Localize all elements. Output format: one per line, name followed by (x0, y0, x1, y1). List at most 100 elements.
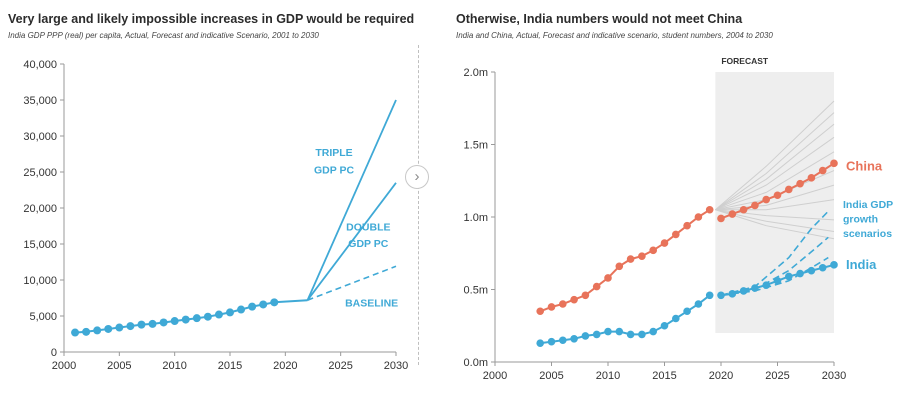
scenario-annotation: TRIPLE (315, 147, 352, 159)
india-point (615, 327, 624, 336)
china-point (638, 252, 646, 260)
china-point (751, 201, 759, 210)
india-point (604, 327, 612, 336)
china-scenario-line (715, 199, 835, 211)
india-point (796, 269, 804, 278)
china-point (626, 255, 635, 263)
china-scenario-line (715, 151, 835, 211)
china-point (796, 179, 804, 188)
left-chart-panel: 0 5,000 10,000 15,000 20,000 25,000 30,000 35,0… (0, 0, 418, 400)
y-tick-label: 1.0m (464, 212, 488, 224)
double-gdp-line (306, 182, 397, 301)
china-scenario-line (715, 136, 835, 211)
y-tick-label: 0.5m (464, 285, 488, 297)
india-series-label: India (846, 257, 877, 272)
x-tick-label: 2030 (384, 360, 408, 372)
india-point (705, 291, 714, 300)
actual-gdp-point (137, 320, 146, 329)
china-point (615, 262, 624, 271)
y-tick-label: 15,000 (23, 239, 57, 251)
india-point (807, 266, 816, 275)
india-point (694, 300, 703, 308)
india-point (626, 330, 635, 339)
actual-gdp-point (259, 300, 268, 309)
china-point (717, 214, 725, 223)
china-point (785, 185, 793, 194)
india-point (818, 263, 827, 272)
china-scenario-line (715, 184, 835, 211)
china-series-label: China (846, 158, 883, 173)
x-tick-label: 2015 (652, 370, 676, 382)
x-tick-label: 2005 (539, 370, 563, 382)
y-tick-label: 0.0m (464, 357, 488, 369)
y-tick-label: 35,000 (23, 95, 57, 107)
x-tick-label: 2030 (822, 370, 846, 382)
india-scenario-label: India GDP (843, 199, 893, 211)
y-tick-label: 25,000 (23, 167, 57, 179)
actual-gdp-point (104, 324, 113, 333)
china-point (672, 230, 680, 239)
x-tick-label: 2020 (273, 360, 297, 372)
y-tick-label: 30,000 (23, 131, 57, 143)
actual-gdp-point (126, 322, 135, 331)
actual-gdp-point (226, 308, 234, 317)
x-tick-label: 2025 (765, 370, 789, 382)
china-point (807, 174, 816, 182)
scenario-annotation: GDP PC (314, 164, 354, 176)
india-scenario-label: scenarios (843, 228, 892, 240)
china-point (773, 191, 782, 200)
actual-gdp-point (214, 310, 223, 319)
india-point (547, 337, 556, 346)
x-tick-label: 2020 (709, 370, 733, 382)
india-point (773, 277, 782, 285)
china-point (728, 210, 737, 218)
y-tick-label: 20,000 (23, 203, 57, 215)
china-point (570, 295, 578, 304)
actual-gdp-point (93, 326, 102, 335)
actual-gdp-point (181, 315, 190, 324)
x-tick-label: 2015 (218, 360, 242, 372)
china-point (739, 205, 748, 214)
india-point (728, 290, 737, 298)
india-point (672, 314, 680, 323)
baseline-line (307, 265, 397, 301)
china-line (539, 208, 711, 313)
panel-divider (418, 45, 419, 365)
india-point (570, 335, 578, 343)
forecast-label: FORECAST (721, 56, 769, 66)
actual-gdp-line-extension (274, 299, 308, 304)
india-point (751, 284, 759, 292)
right-chart-title: Otherwise, India numbers would not meet … (456, 12, 743, 26)
china-point (649, 246, 657, 255)
scenario-annotation: DOUBLE (346, 221, 390, 233)
x-tick-label: 2000 (52, 360, 76, 372)
chevron-right-icon[interactable]: › (405, 165, 429, 189)
india-point (762, 281, 770, 289)
x-tick-label: 2010 (162, 360, 186, 372)
india-point (581, 332, 590, 340)
x-tick-label: 2025 (328, 360, 352, 372)
china-point (830, 159, 838, 168)
x-tick-label: 2005 (107, 360, 131, 372)
china-point (660, 239, 669, 247)
actual-gdp-point (71, 328, 80, 337)
china-point (536, 307, 544, 316)
right-chart-panel: FORECAST 0.0m 0.5m 1.0m 1.5m 2.0m 2000 2005 2010… (448, 0, 897, 400)
actual-gdp-point (237, 305, 246, 314)
china-point (762, 195, 770, 204)
x-tick-label: 2010 (596, 370, 620, 382)
right-chart: FORECAST 0.0m 0.5m 1.0m 1.5m 2.0m 2000 2005 2010… (464, 56, 894, 382)
india-point (785, 272, 793, 281)
india-point (592, 330, 601, 339)
y-tick-label: 1.5m (464, 140, 488, 152)
china-point (818, 166, 827, 175)
scenario-annotation: GDP PC (348, 238, 388, 250)
china-scenario-line (715, 123, 835, 211)
x-tick-label: 2000 (483, 370, 507, 382)
left-chart-subtitle: India GDP PPP (real) per capita, Actual,… (8, 31, 319, 40)
china-point (581, 291, 590, 300)
left-chart-title: Very large and likely impossible increas… (8, 12, 415, 26)
china-point (547, 303, 556, 311)
china-point (705, 205, 714, 214)
india-point (739, 287, 748, 295)
